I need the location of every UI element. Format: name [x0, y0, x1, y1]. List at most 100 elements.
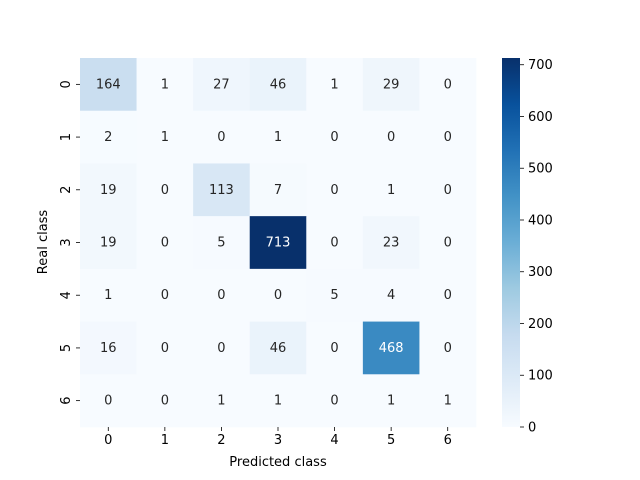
cell-r6-c6: [419, 374, 477, 428]
x-tick-label-3: 3: [274, 433, 282, 448]
cell-r5-c3: [249, 321, 307, 375]
x-tick-label-6: 6: [444, 433, 452, 448]
x-tick-label-0: 0: [104, 433, 112, 448]
cell-label-r4-c6: 0: [444, 288, 452, 303]
cell-label-r3-c0: 19: [100, 236, 117, 251]
cell-label-r0-c1: 1: [161, 77, 169, 92]
cell-label-r6-c2: 1: [217, 394, 225, 409]
cell-label-r2-c4: 0: [330, 183, 338, 198]
x-tick-label-5: 5: [387, 433, 395, 448]
cell-r4-c6: [419, 268, 477, 322]
cell-label-r6-c1: 0: [161, 394, 169, 409]
cell-r6-c0: [80, 374, 137, 428]
cell-label-r5-c1: 0: [161, 341, 169, 356]
cell-r6-c3: [249, 374, 307, 428]
cell-r2-c0: [80, 163, 137, 217]
cell-label-r4-c4: 5: [330, 288, 338, 303]
cell-label-r4-c3: 0: [274, 288, 282, 303]
cell-label-r0-c2: 27: [213, 77, 230, 92]
cell-r2-c4: [306, 163, 364, 217]
colorbar-tick-label-200: 200: [528, 317, 553, 332]
cell-r0-c4: [306, 58, 364, 112]
cell-r2-c1: [136, 163, 194, 217]
colorbar-tick-label-0: 0: [528, 421, 536, 436]
cell-r0-c0: [80, 58, 137, 112]
cell-r2-c6: [419, 163, 477, 217]
colorbar-tick-label-700: 700: [528, 58, 553, 73]
cell-label-r2-c5: 1: [387, 183, 395, 198]
cell-label-r5-c5: 468: [379, 341, 404, 356]
cell-label-r1-c6: 0: [444, 130, 452, 145]
cell-r6-c1: [136, 374, 194, 428]
cell-r4-c2: [193, 268, 251, 322]
cell-label-r0-c6: 0: [444, 77, 452, 92]
y-axis-label: Real class: [36, 210, 51, 275]
y-tick-label-2: 2: [59, 186, 74, 194]
cell-label-r5-c0: 16: [100, 341, 117, 356]
cell-label-r2-c6: 0: [444, 183, 452, 198]
cell-label-r4-c2: 0: [217, 288, 225, 303]
x-axis-label: Predicted class: [229, 455, 327, 470]
cell-r1-c1: [136, 110, 194, 164]
cell-r5-c5: [362, 321, 420, 375]
cell-label-r1-c4: 0: [330, 130, 338, 145]
cell-r3-c0: [80, 216, 137, 270]
x-axis-ticks: 0 1 2 3 4 5 6: [104, 427, 452, 448]
colorbar-tick-label-600: 600: [528, 110, 553, 125]
cell-label-r2-c3: 7: [274, 183, 282, 198]
cell-label-r3-c6: 0: [444, 236, 452, 251]
cell-label-r1-c0: 2: [104, 130, 112, 145]
cell-r3-c6: [419, 216, 477, 270]
colorbar-tick-label-400: 400: [528, 213, 553, 228]
cell-label-r6-c3: 1: [274, 394, 282, 409]
cell-r4-c3: [249, 268, 307, 322]
cell-r4-c0: [80, 268, 137, 322]
cell-label-r6-c6: 1: [444, 394, 452, 409]
cell-r6-c5: [362, 374, 420, 428]
cell-label-r0-c5: 29: [383, 77, 400, 92]
x-tick-label-4: 4: [330, 433, 338, 448]
colorbar-gradient: [502, 58, 520, 427]
cell-label-r1-c3: 1: [274, 130, 282, 145]
cell-r0-c5: [362, 58, 420, 112]
y-tick-label-6: 6: [59, 397, 74, 405]
cell-label-r4-c5: 4: [387, 288, 395, 303]
x-tick-label-2: 2: [217, 433, 225, 448]
cell-label-r5-c4: 0: [330, 341, 338, 356]
cell-r5-c6: [419, 321, 477, 375]
heatmap-cell-labels: 164 1 27 46 1 29 02 1 0 1 0 0 019 0 113 7 0 1 019 0 5 713 0 23 0…: [96, 77, 452, 408]
cell-label-r3-c5: 23: [383, 236, 400, 251]
cell-r6-c2: [193, 374, 251, 428]
cell-label-r1-c2: 0: [217, 130, 225, 145]
cell-r2-c3: [249, 163, 307, 217]
cell-label-r3-c1: 0: [161, 236, 169, 251]
colorbar-tick-label-100: 100: [528, 369, 553, 384]
cell-label-r1-c5: 0: [387, 130, 395, 145]
cell-label-r4-c1: 0: [161, 288, 169, 303]
cell-r3-c2: [193, 216, 251, 270]
cell-label-r2-c1: 0: [161, 183, 169, 198]
cell-r2-c2: [193, 163, 251, 217]
cell-r3-c1: [136, 216, 194, 270]
cell-r4-c4: [306, 268, 364, 322]
cell-r4-c5: [362, 268, 420, 322]
colorbar-tick-label-300: 300: [528, 265, 553, 280]
cell-label-r3-c2: 5: [217, 236, 225, 251]
y-tick-label-4: 4: [59, 291, 74, 299]
cell-r5-c4: [306, 321, 364, 375]
cell-label-r0-c0: 164: [96, 77, 121, 92]
cell-r5-c1: [136, 321, 194, 375]
cell-label-r6-c4: 0: [330, 394, 338, 409]
cell-label-r2-c0: 19: [100, 183, 117, 198]
cell-r0-c6: [419, 58, 477, 112]
heatmap-cells: [80, 58, 477, 428]
cell-r0-c2: [193, 58, 251, 112]
cell-r5-c2: [193, 321, 251, 375]
cell-r1-c6: [419, 110, 477, 164]
cell-r3-c4: [306, 216, 364, 270]
cell-r0-c1: [136, 58, 194, 112]
cell-label-r6-c0: 0: [104, 394, 112, 409]
cell-r4-c1: [136, 268, 194, 322]
cell-label-r5-c6: 0: [444, 341, 452, 356]
